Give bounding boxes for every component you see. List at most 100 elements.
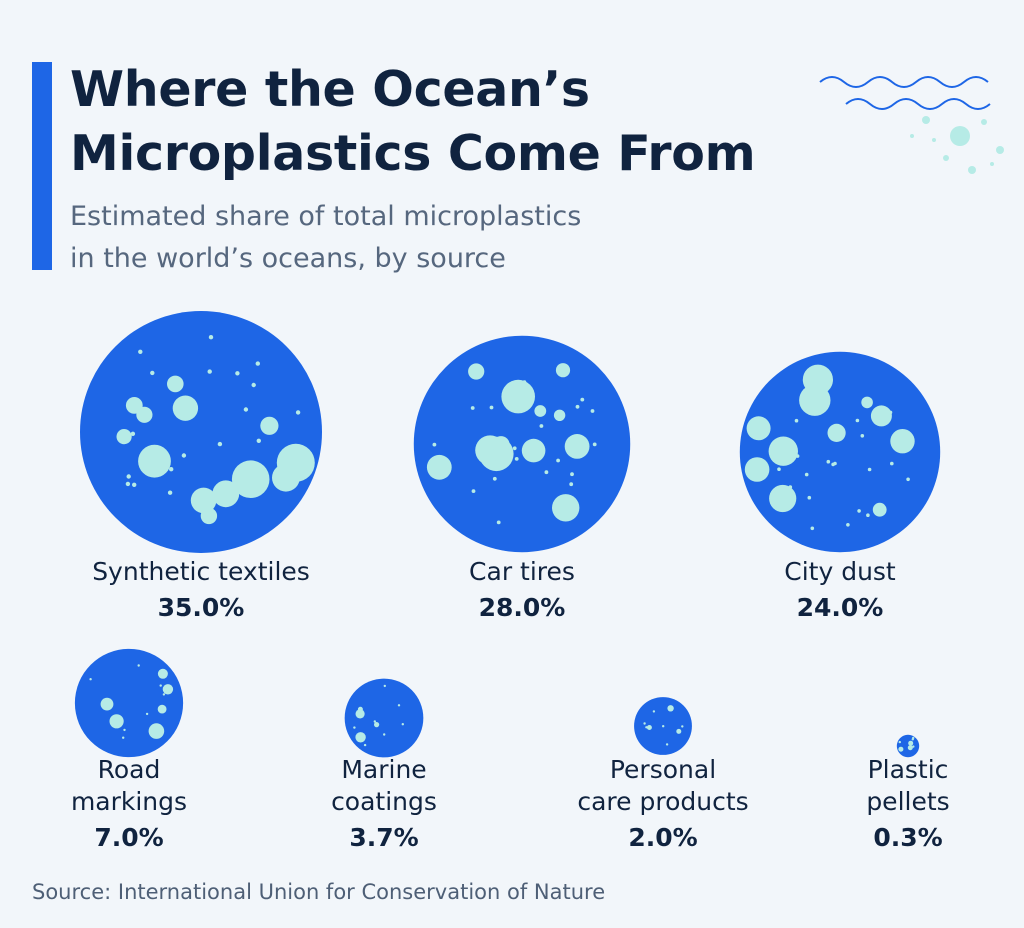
value-label: 28.0% — [479, 593, 566, 622]
bubble-dot — [126, 474, 131, 479]
bubble-dot — [138, 444, 171, 478]
chart-subtitle: Estimated share of total microplastics i… — [70, 196, 581, 280]
bubble-dot — [544, 470, 549, 475]
bubble-dot — [866, 513, 870, 517]
category-label: Car tires — [469, 557, 575, 586]
bubble-group — [634, 697, 692, 755]
bubble-dot — [907, 745, 913, 751]
bubble-dot — [769, 484, 797, 513]
bubble-dot — [243, 407, 249, 412]
bubble-dot — [190, 487, 217, 514]
bubble — [896, 734, 920, 758]
category-label: Personal — [610, 755, 716, 784]
bubble-dot — [212, 480, 240, 508]
bubble-dot — [355, 709, 365, 719]
bubble-group — [896, 734, 920, 758]
bubble-dot — [512, 446, 517, 451]
bubble-dot — [471, 489, 476, 493]
bubble-dot — [231, 460, 270, 499]
bubble-dot — [353, 726, 356, 729]
bubble-dot — [575, 404, 580, 409]
bubble-dot — [217, 441, 223, 447]
bubble — [74, 648, 184, 758]
value-label: 2.0% — [628, 823, 697, 852]
bubble-dot — [256, 438, 261, 443]
bubble-dot — [802, 364, 834, 395]
bubble-dot — [123, 728, 126, 732]
bubble-group — [74, 648, 184, 758]
category-label: Marine — [341, 755, 426, 784]
bubble-dot — [645, 726, 648, 729]
bubble-dot — [890, 461, 894, 466]
bubble-dot — [251, 382, 256, 388]
bubble-dot — [855, 418, 860, 423]
bubble-dot — [383, 684, 386, 688]
bubble-dot — [255, 361, 260, 366]
bubble-dot — [643, 722, 646, 725]
bubble-dot — [744, 457, 770, 482]
bubble — [413, 335, 631, 553]
bubble-dot — [570, 472, 574, 477]
bubble-dot — [522, 380, 527, 385]
bubble-dot — [177, 398, 182, 404]
bubble-dot — [210, 497, 215, 503]
bubble-dot — [777, 467, 781, 472]
bubble-dot — [890, 429, 915, 454]
bubble-dot — [468, 363, 485, 380]
bubble-dot — [167, 375, 184, 393]
bubble-dot — [119, 718, 123, 721]
bubble-dot — [181, 453, 187, 458]
bubble-dot — [846, 523, 850, 527]
bubble-dot — [137, 664, 140, 667]
bubble-dot — [555, 363, 571, 378]
bubble-dot — [794, 418, 799, 423]
bubble-dot — [667, 705, 674, 712]
bubble-dot — [130, 431, 136, 436]
bubble-dot — [374, 722, 380, 728]
bubble-dot — [807, 495, 812, 500]
bubble-dot — [157, 704, 167, 714]
bubble-dot — [861, 396, 873, 409]
bubble-dot — [470, 406, 475, 410]
bubble-dot — [826, 459, 831, 464]
bubble-dot — [810, 526, 815, 531]
bubble-dot — [148, 723, 165, 739]
bubble-dot — [355, 732, 366, 743]
bubble-dot — [503, 461, 508, 466]
bubble — [344, 678, 424, 758]
bubble-group — [739, 351, 941, 553]
bubble-dot — [125, 481, 131, 487]
bubble-dot — [138, 349, 143, 354]
bubble-dot — [514, 457, 519, 461]
bubble-dot — [162, 693, 166, 696]
bubble-dot — [898, 746, 904, 752]
bubble-dot — [552, 494, 580, 522]
bubble-dot — [359, 739, 363, 742]
bubble-dot — [539, 424, 544, 428]
bubble-dot — [912, 745, 915, 748]
bubble-dot — [206, 518, 211, 523]
bubble-dot — [145, 712, 149, 716]
bubble-dot — [116, 429, 132, 445]
bubble-dot — [162, 684, 174, 695]
bubble-dot — [383, 733, 386, 736]
value-label: 35.0% — [158, 593, 245, 622]
bubble-dot — [860, 434, 865, 438]
category-label: pellets — [866, 787, 949, 816]
bubble-dot — [676, 728, 682, 734]
bubble-dot — [665, 743, 669, 746]
bubble-dot — [172, 395, 199, 421]
category-label: Plastic — [868, 755, 949, 784]
bubble-dot — [200, 507, 218, 525]
bubble-dot — [872, 502, 887, 517]
bubble-dot — [867, 467, 872, 472]
title-line: Microplastics Come From — [70, 125, 756, 182]
bubble-dot — [492, 476, 497, 481]
bubble-dot — [898, 740, 901, 744]
bubble-dot — [888, 410, 893, 415]
accent-bar — [32, 62, 52, 270]
bubble-dot — [908, 740, 914, 746]
category-label: care products — [577, 787, 748, 816]
bubble-dot — [569, 482, 574, 487]
category-label: City dust — [784, 557, 896, 586]
